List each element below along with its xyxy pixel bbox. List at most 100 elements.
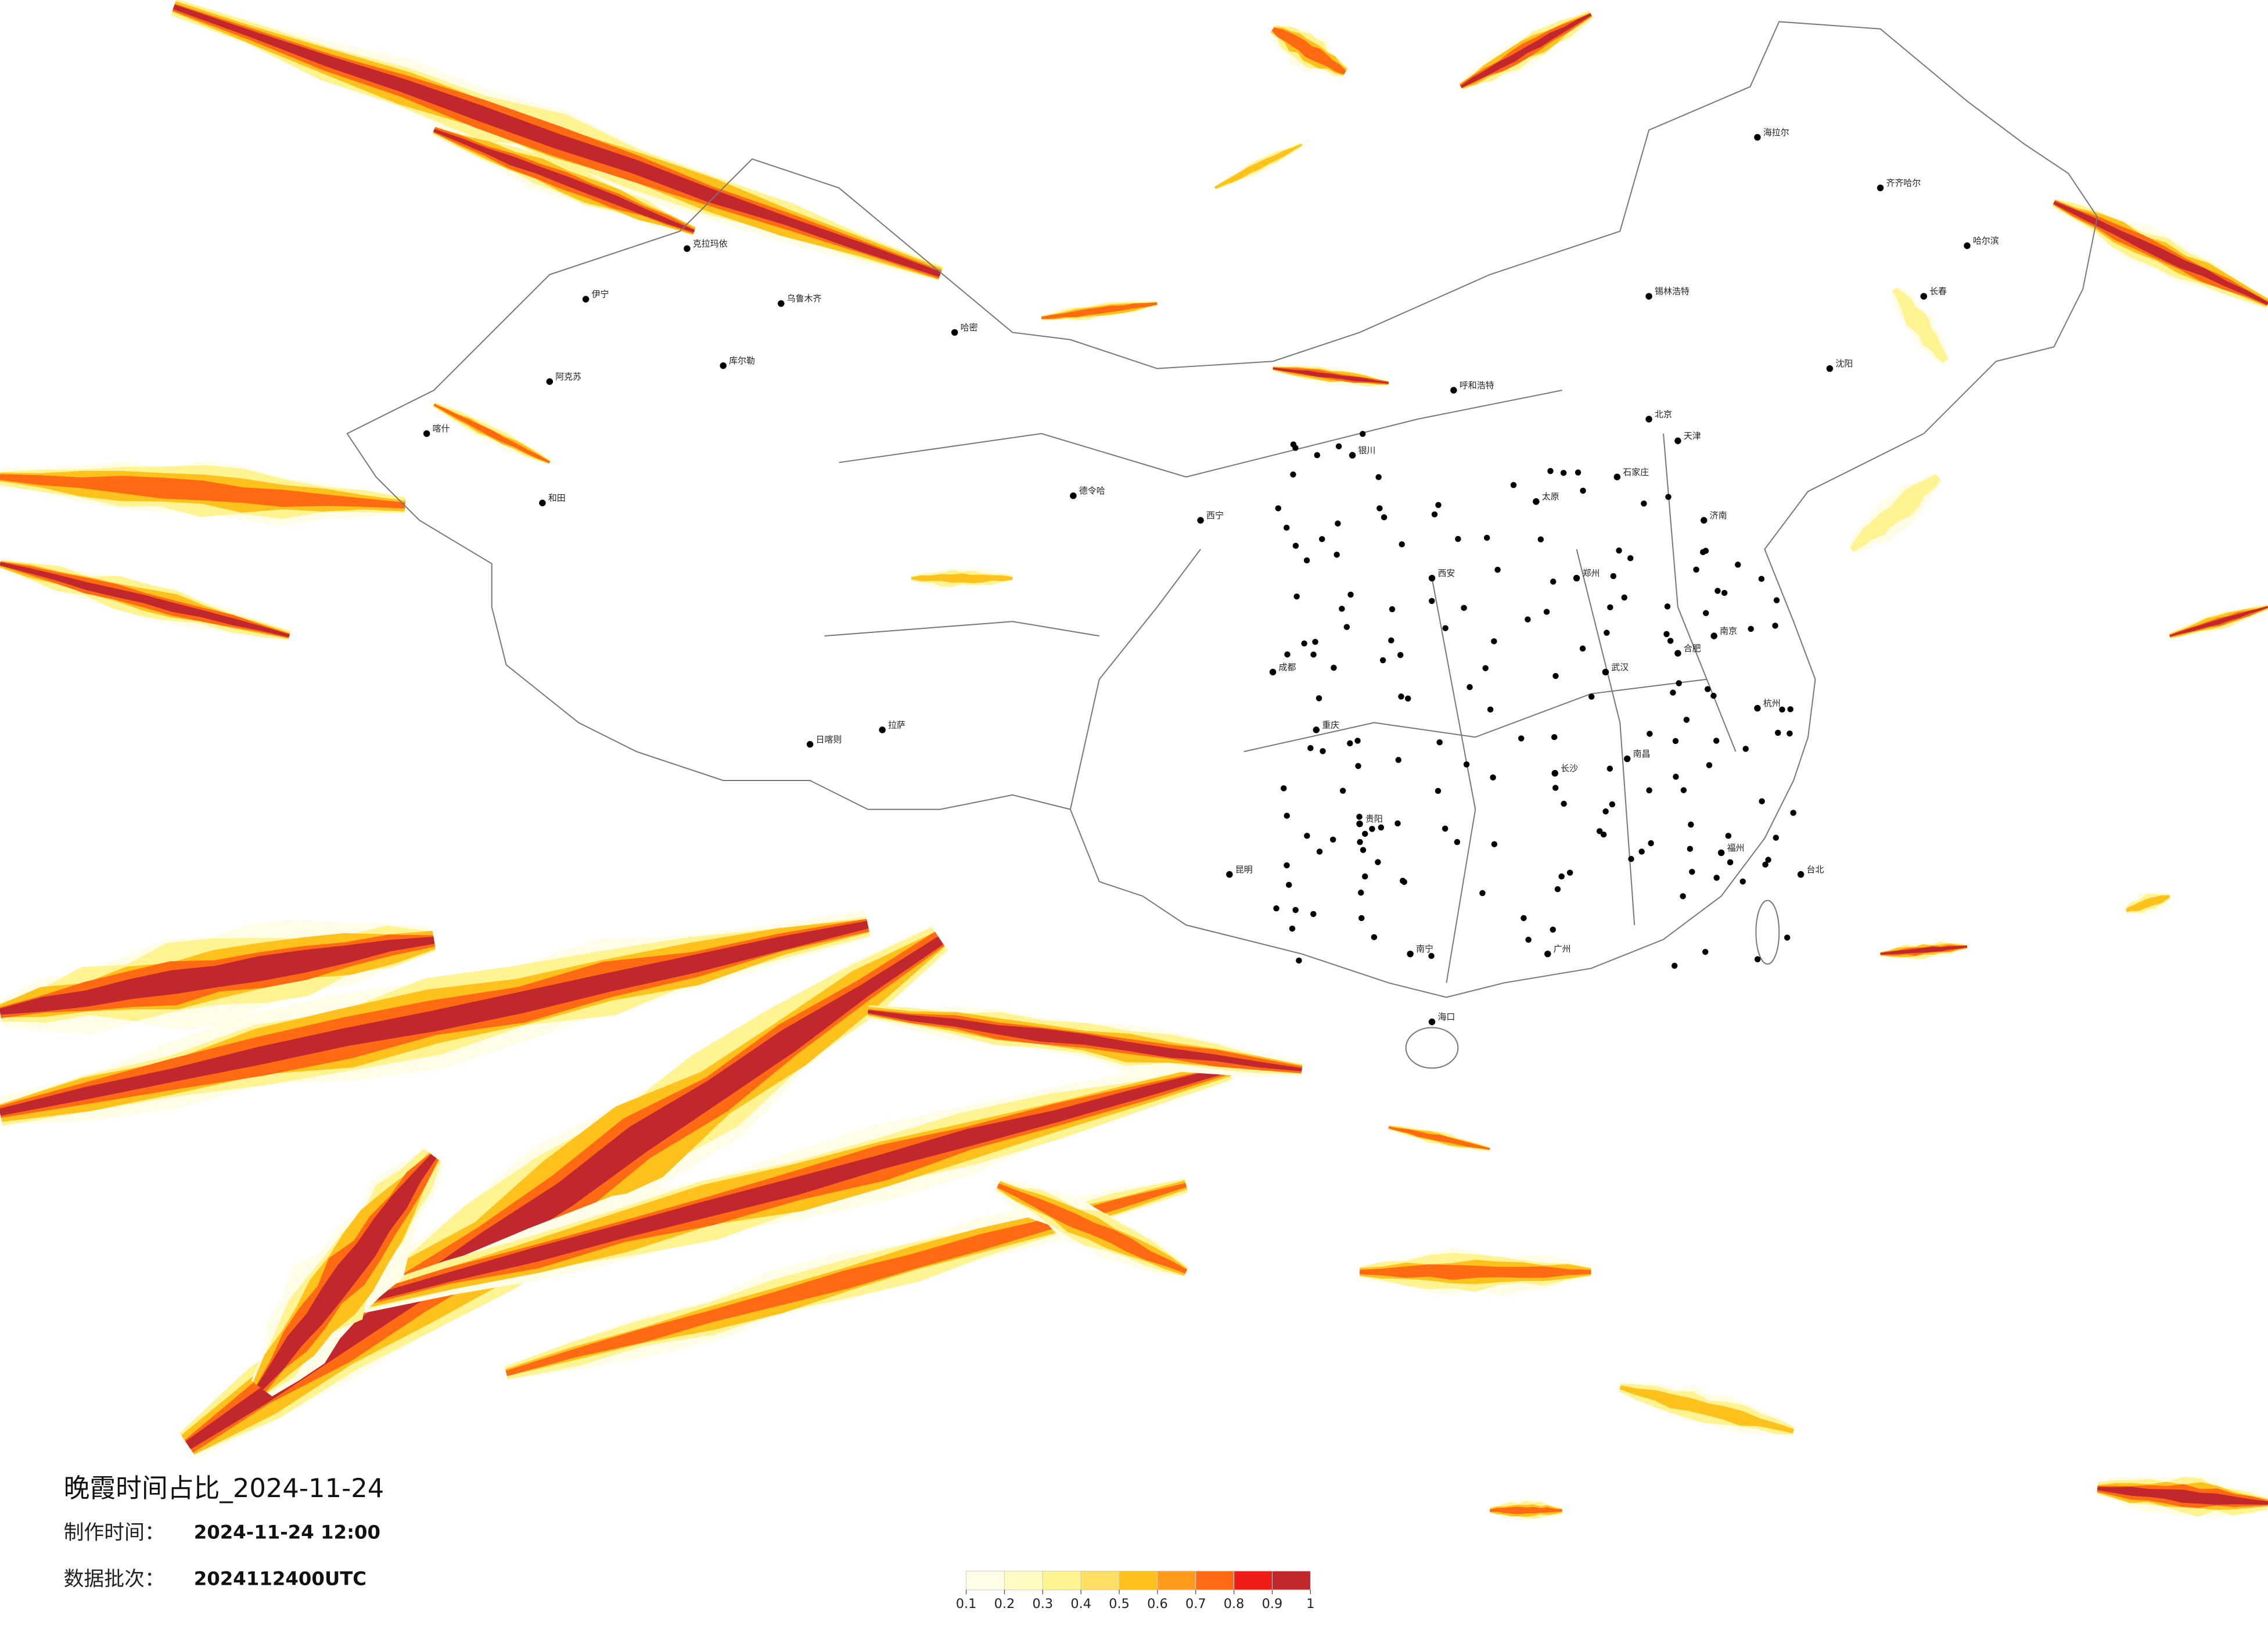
city-dot — [1673, 774, 1679, 780]
city-dot — [1361, 873, 1368, 880]
city-dot — [1284, 862, 1290, 869]
city-label: 长沙 — [1561, 763, 1578, 774]
city-dot — [1702, 948, 1709, 955]
city-dot — [1490, 774, 1496, 781]
city-dot — [1664, 603, 1671, 610]
city-dot — [1313, 726, 1320, 733]
city-dot — [1683, 717, 1690, 723]
city-dot — [1759, 798, 1765, 805]
city-dot — [1826, 365, 1834, 372]
heat-patch — [257, 1154, 437, 1390]
city-dot — [1713, 738, 1720, 744]
heat-patch — [0, 920, 869, 1116]
city-dot — [1700, 549, 1706, 555]
colorbar-box — [1042, 1570, 1081, 1591]
city-label: 南昌 — [1633, 749, 1651, 759]
heat-patch — [1619, 1385, 1794, 1434]
city-dot — [1624, 755, 1631, 762]
city-dot — [1627, 555, 1634, 562]
city-dot — [1680, 787, 1687, 793]
city-dot — [1454, 839, 1461, 846]
heat-patch — [1460, 13, 1592, 88]
city-dot — [1964, 242, 1971, 249]
city-dot — [1289, 925, 1296, 932]
city-dot — [1354, 738, 1361, 744]
city-dot — [1482, 665, 1489, 671]
city-dot — [1343, 624, 1350, 630]
heat-patch — [2097, 1487, 2268, 1505]
city-dot — [1670, 689, 1676, 696]
city-dot — [1550, 578, 1557, 585]
city-dot — [1790, 810, 1796, 816]
city-dot — [1648, 840, 1654, 847]
city-dot — [1554, 886, 1561, 893]
city-dot — [1331, 664, 1337, 671]
city-label: 太原 — [1542, 491, 1559, 502]
city-dot — [684, 245, 691, 252]
city-dot — [1285, 882, 1292, 888]
city-dot — [1491, 638, 1497, 645]
city-label: 海拉尔 — [1763, 127, 1789, 138]
heat-patch — [1273, 368, 1389, 384]
city-dot — [1773, 834, 1779, 841]
city-dot — [1762, 861, 1769, 868]
heat-patch — [0, 562, 290, 638]
city-dot — [1616, 547, 1622, 554]
city-label: 西宁 — [1206, 510, 1224, 521]
city-dot — [1797, 871, 1805, 878]
city-dot — [1320, 748, 1326, 754]
batch-label: 数据批次： — [64, 1567, 165, 1591]
city-dot — [1676, 680, 1682, 686]
colorbar-tick-label: 0.5 — [1109, 1596, 1130, 1611]
city-label: 南京 — [1720, 626, 1737, 636]
city-label: 和田 — [548, 493, 566, 503]
city-label: 南宁 — [1416, 944, 1433, 954]
city-label: 阿克苏 — [555, 372, 581, 382]
colorbar-box — [1234, 1570, 1273, 1591]
city-dot — [1573, 574, 1580, 582]
city-dot — [1609, 801, 1616, 808]
city-dot — [1787, 730, 1793, 737]
city-dot — [1273, 905, 1279, 912]
heat-patch — [997, 1183, 1187, 1274]
city-dot — [1674, 437, 1681, 444]
city-dot — [1334, 552, 1340, 558]
city-label: 哈密 — [961, 322, 978, 333]
city-dot — [1316, 848, 1323, 855]
city-dot — [1479, 890, 1486, 897]
city-dot — [1754, 956, 1761, 963]
city-dot — [1758, 575, 1765, 582]
city-dot — [1369, 826, 1375, 832]
city-dot — [1436, 739, 1443, 746]
heat-patch — [1360, 1264, 1591, 1280]
city-label: 拉萨 — [888, 720, 905, 730]
city-dot — [1310, 911, 1317, 918]
colorbar-box — [1080, 1570, 1120, 1591]
borders — [346, 21, 2098, 1069]
city-label: 济南 — [1710, 510, 1727, 521]
city-dot — [1606, 765, 1613, 772]
heat-patch — [2126, 895, 2170, 912]
heat-patch — [1214, 143, 1303, 189]
city-dot — [1290, 471, 1296, 478]
city-dot — [1292, 542, 1299, 549]
city-dot — [1518, 735, 1525, 742]
city-label: 呼和浩特 — [1460, 380, 1494, 391]
city-dot — [1399, 541, 1405, 548]
city-dot — [1561, 800, 1567, 807]
city-dot — [1544, 950, 1551, 958]
heat-patch — [868, 1010, 1302, 1071]
city-dot — [1375, 859, 1381, 865]
city-dot — [1667, 638, 1674, 644]
city-dot — [1663, 631, 1670, 638]
city-dot — [1339, 787, 1346, 794]
city-dot — [1877, 184, 1884, 192]
city-dot — [1284, 651, 1291, 658]
city-dot — [1335, 443, 1342, 449]
city-dot — [1647, 731, 1653, 737]
city-dot — [1725, 833, 1732, 839]
colorbar-box — [1195, 1570, 1235, 1591]
city-dot — [1467, 684, 1473, 690]
city-dot — [1621, 594, 1627, 601]
city-dot — [1450, 387, 1457, 394]
